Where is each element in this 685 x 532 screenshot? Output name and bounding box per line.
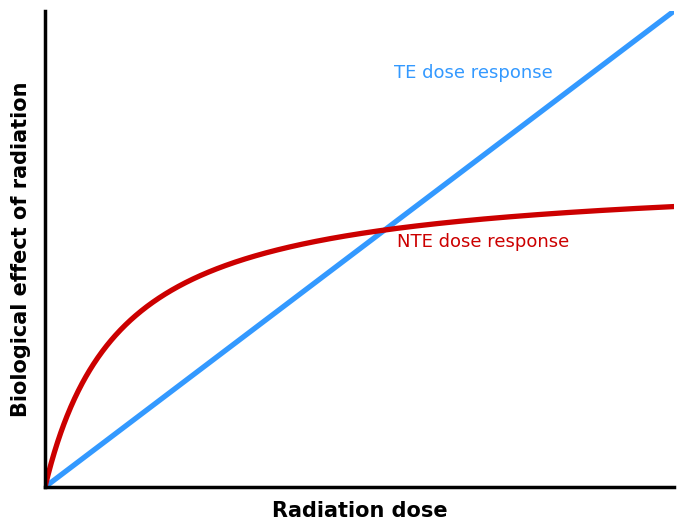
X-axis label: Radiation dose: Radiation dose [272, 501, 447, 521]
Text: TE dose response: TE dose response [394, 64, 553, 82]
Y-axis label: Biological effect of radiation: Biological effect of radiation [11, 81, 31, 417]
Text: NTE dose response: NTE dose response [397, 233, 569, 251]
